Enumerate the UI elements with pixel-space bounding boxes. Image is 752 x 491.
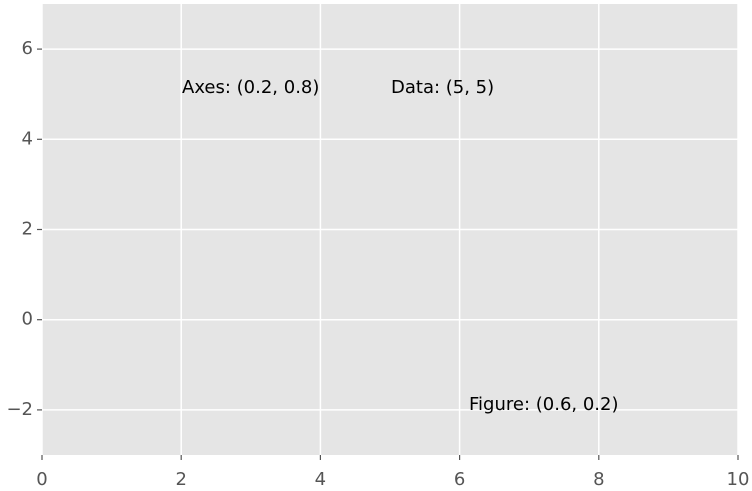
x-tick-label: 10 <box>727 469 750 490</box>
annotation: Axes: (0.2, 0.8) <box>182 77 319 98</box>
annotation: Figure: (0.6, 0.2) <box>469 394 618 415</box>
y-tick-label: 4 <box>22 128 33 149</box>
y-tick-label: 0 <box>22 309 33 330</box>
x-tick-label: 6 <box>454 469 465 490</box>
y-tick-label: 2 <box>22 219 33 240</box>
x-tick-label: 8 <box>593 469 604 490</box>
y-tick-label: −2 <box>6 399 33 420</box>
x-tick-label: 4 <box>315 469 326 490</box>
y-tick-label: 6 <box>22 38 33 59</box>
annotation: Data: (5, 5) <box>391 77 494 98</box>
x-tick-label: 2 <box>175 469 186 490</box>
x-tick-label: 0 <box>36 469 47 490</box>
